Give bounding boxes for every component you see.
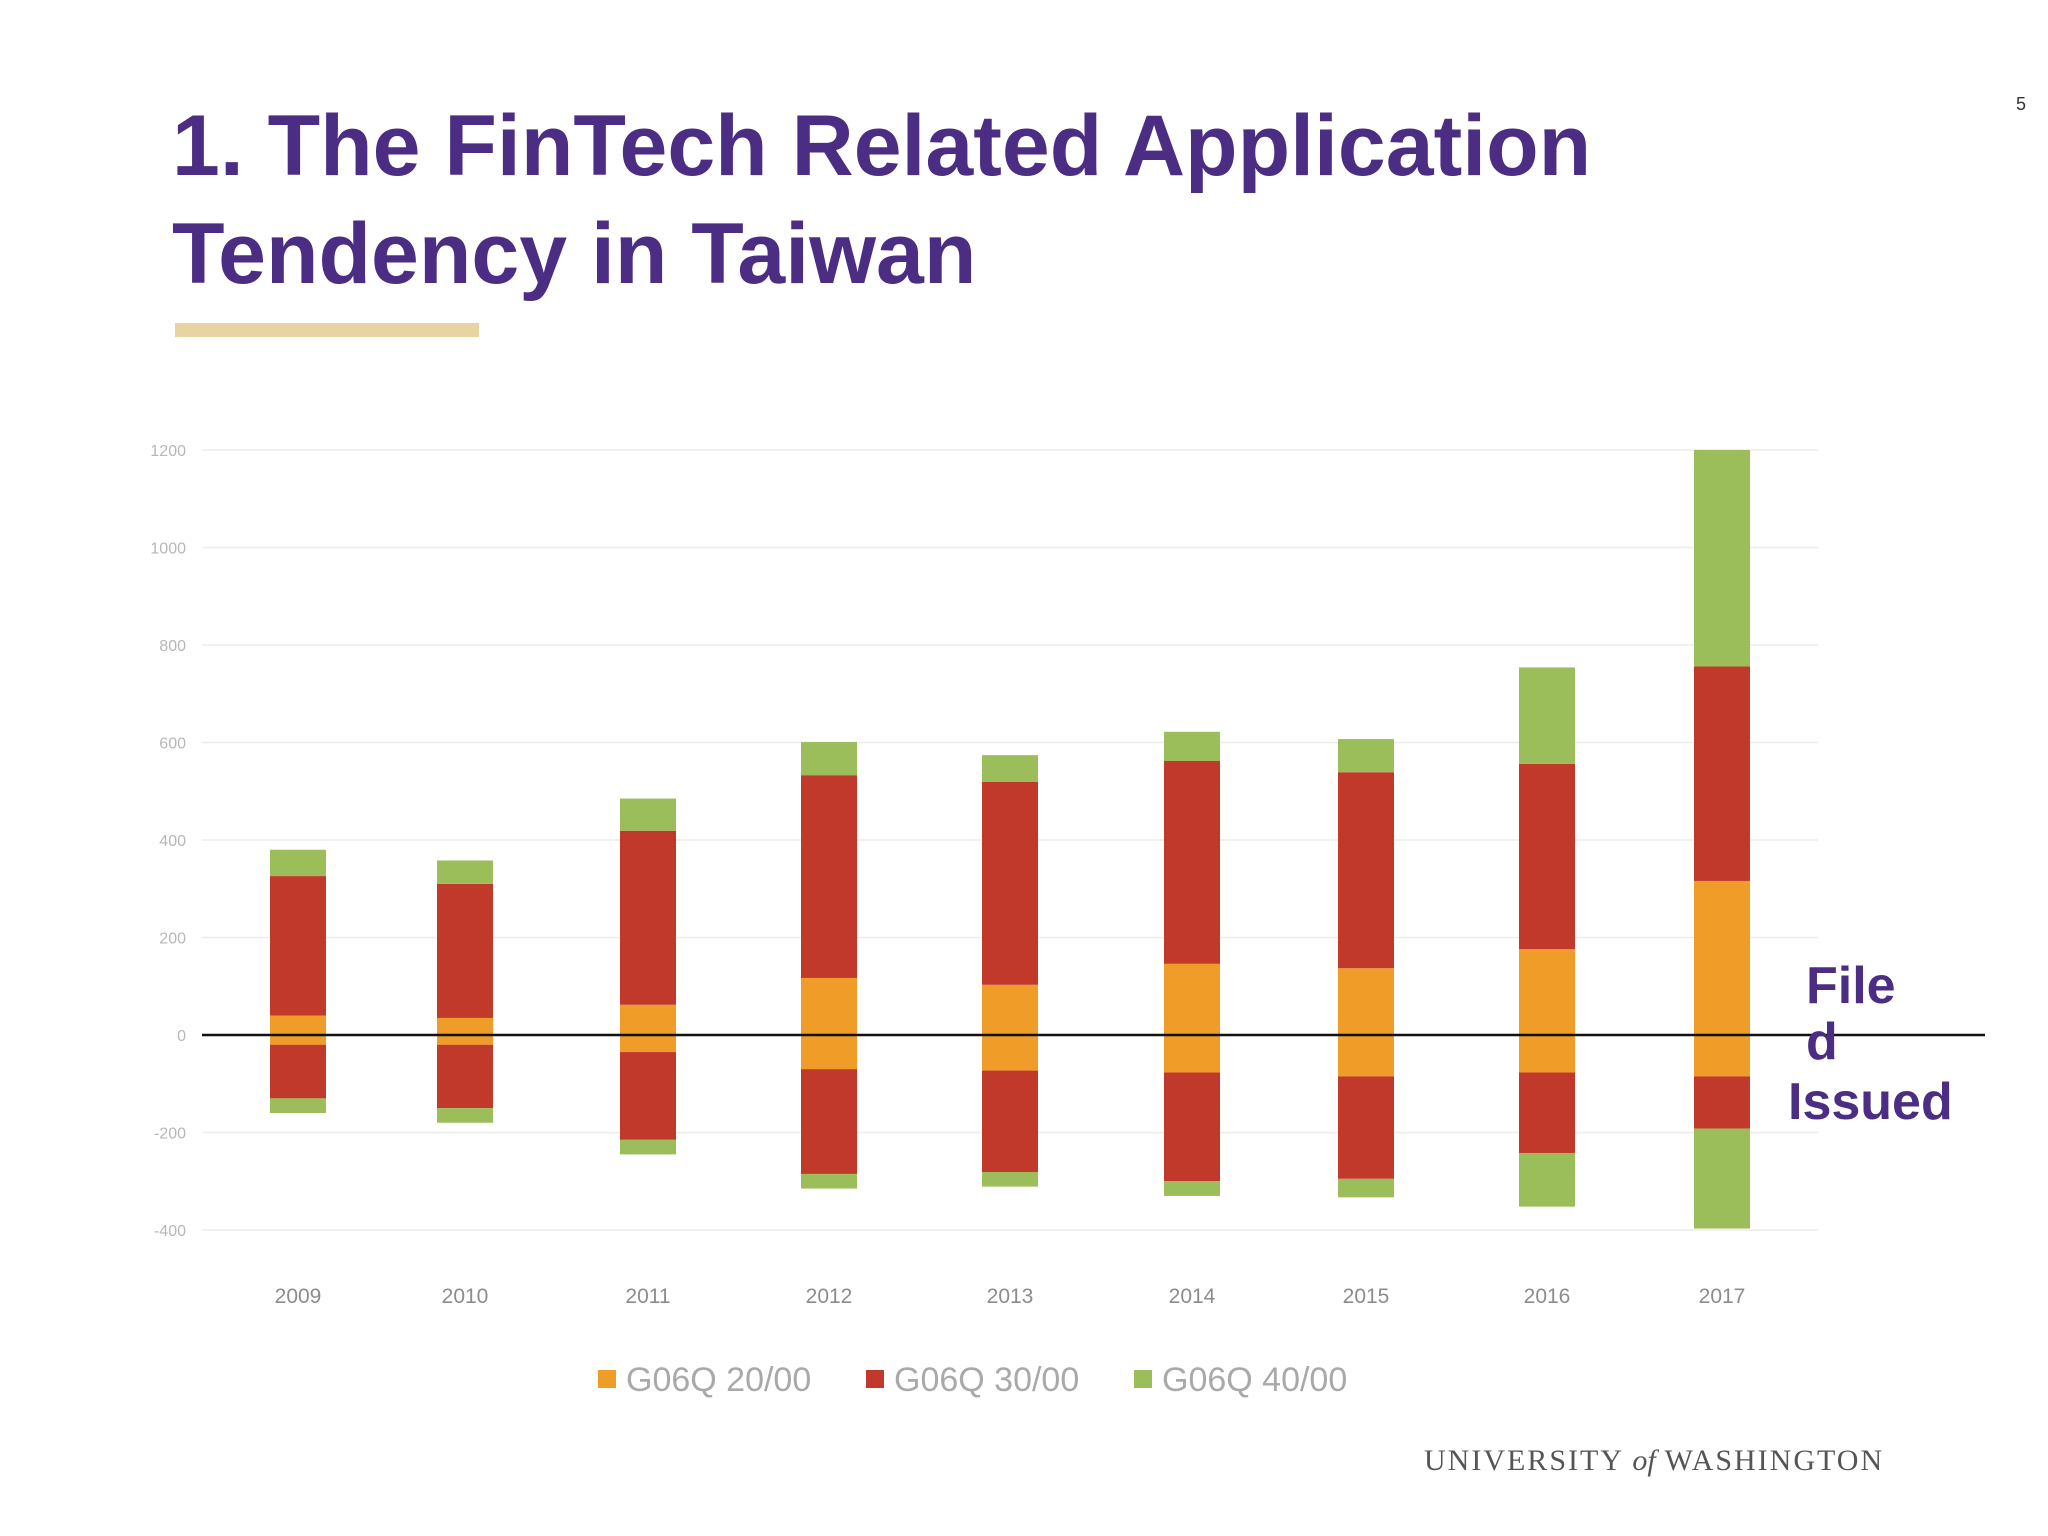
y-tick-label: 1000 xyxy=(150,541,186,558)
y-tick-label: 200 xyxy=(159,931,186,948)
bar-filed-segment xyxy=(620,1004,676,1035)
bar-issued-segment xyxy=(1694,1035,1750,1077)
bar-filed-segment xyxy=(982,984,1038,1035)
slide-number: 5 xyxy=(2016,94,2027,114)
x-tick-label: 2012 xyxy=(806,1285,853,1308)
bar-filed-segment xyxy=(1338,968,1394,1035)
bar-filed-segment xyxy=(1519,949,1575,1035)
bar-issued-segment xyxy=(801,1069,857,1174)
bar-filed-segment xyxy=(801,775,857,978)
legend-label: G06Q 30/00 xyxy=(894,1361,1079,1399)
y-tick-label: 1200 xyxy=(150,443,186,460)
bar-issued-segment xyxy=(1519,1152,1575,1207)
bar-filed-segment xyxy=(270,876,326,1016)
bar-issued-segment xyxy=(1338,1035,1394,1077)
bar-issued-segment xyxy=(437,1108,493,1123)
bar-issued-segment xyxy=(982,1070,1038,1172)
issued-label: Issued xyxy=(1788,1073,1953,1131)
bar-filed-segment xyxy=(437,1017,493,1035)
x-tick-label: 2015 xyxy=(1343,1285,1390,1308)
bar-issued-segment xyxy=(437,1035,493,1045)
bar-filed-segment xyxy=(270,1015,326,1035)
y-tick-label: -400 xyxy=(154,1223,186,1240)
legend-label: G06Q 20/00 xyxy=(626,1361,811,1399)
bar-issued-segment xyxy=(620,1052,676,1140)
bar-issued-segment xyxy=(1164,1181,1220,1196)
chart-legend: G06Q 20/00 G06Q 30/00 G06Q 40/00 xyxy=(598,1361,1347,1399)
bar-issued-segment xyxy=(1694,1076,1750,1129)
legend-swatch xyxy=(598,1370,616,1388)
bar-issued-segment xyxy=(270,1035,326,1045)
bar-issued-segment xyxy=(1519,1035,1575,1073)
bar-filed-segment xyxy=(1164,731,1220,762)
bar-filed-segment xyxy=(1164,761,1220,964)
bar-filed-segment xyxy=(1694,880,1750,1035)
university-logo: UNIVERSITY of WASHINGTON xyxy=(1424,1444,1885,1477)
bar-filed-segment xyxy=(1519,763,1575,950)
bar-issued-segment xyxy=(1338,1076,1394,1179)
bar-filed-segment xyxy=(1694,450,1750,667)
bar-filed-segment xyxy=(620,798,676,831)
bar-filed-segment xyxy=(620,830,676,1005)
legend-label: G06Q 40/00 xyxy=(1162,1361,1347,1399)
bar-filed-segment xyxy=(801,742,857,776)
bar-filed-segment xyxy=(437,860,493,884)
bar-issued-segment xyxy=(1519,1072,1575,1153)
x-tick-label: 2011 xyxy=(625,1285,670,1308)
bar-filed-segment xyxy=(1694,666,1750,881)
y-axis-ticks: 1200 1000 800 600 400 200 0 -200 -400 xyxy=(150,443,186,1240)
bar-filed-segment xyxy=(801,977,857,1035)
bar-issued-segment xyxy=(1338,1178,1394,1198)
bar-filed-segment xyxy=(982,755,1038,782)
bar-filed-segment xyxy=(1338,772,1394,969)
legend-swatch xyxy=(1134,1370,1152,1388)
bar-issued-segment xyxy=(801,1173,857,1189)
bar-issued-segment xyxy=(1694,1128,1750,1229)
bar-issued-segment xyxy=(1164,1072,1220,1182)
y-tick-label: 400 xyxy=(159,833,186,850)
y-tick-label: 0 xyxy=(177,1028,186,1045)
bar-issued-segment xyxy=(620,1139,676,1155)
bar-issued-segment xyxy=(982,1035,1038,1071)
bar-issued-segment xyxy=(270,1044,326,1099)
bar-issued-segment xyxy=(437,1044,493,1109)
bar-filed-segment xyxy=(270,849,326,877)
x-tick-label: 2009 xyxy=(275,1285,322,1308)
y-tick-label: -200 xyxy=(154,1126,186,1143)
x-axis-ticks: 2009 2010 2011 2012 2013 2014 2015 2016 2017 xyxy=(275,1285,1746,1308)
y-tick-label: 800 xyxy=(159,638,186,655)
x-tick-label: 2017 xyxy=(1699,1285,1746,1308)
x-tick-label: 2010 xyxy=(442,1285,489,1308)
bar-issued-segment xyxy=(1164,1035,1220,1073)
bar-filed-segment xyxy=(437,883,493,1018)
legend-swatch xyxy=(866,1370,884,1388)
x-tick-label: 2016 xyxy=(1524,1285,1571,1308)
slide-title: 1. The FinTech Related Application Tende… xyxy=(172,98,1592,302)
x-tick-label: 2014 xyxy=(1169,1285,1216,1308)
x-tick-label: 2013 xyxy=(987,1285,1034,1308)
filed-label: Filed xyxy=(1806,957,1896,1071)
bar-filed-segment xyxy=(1519,667,1575,764)
title-accent-bar xyxy=(175,323,479,337)
bar-filed-segment xyxy=(1164,963,1220,1035)
bar-filed-segment xyxy=(982,781,1038,985)
chart-bars xyxy=(270,450,1750,1229)
bar-filed-segment xyxy=(1338,739,1394,773)
bar-issued-segment xyxy=(982,1171,1038,1187)
bar-issued-segment xyxy=(270,1098,326,1113)
bar-issued-segment xyxy=(801,1035,857,1070)
bar-issued-segment xyxy=(620,1035,676,1053)
y-tick-label: 600 xyxy=(159,736,186,753)
